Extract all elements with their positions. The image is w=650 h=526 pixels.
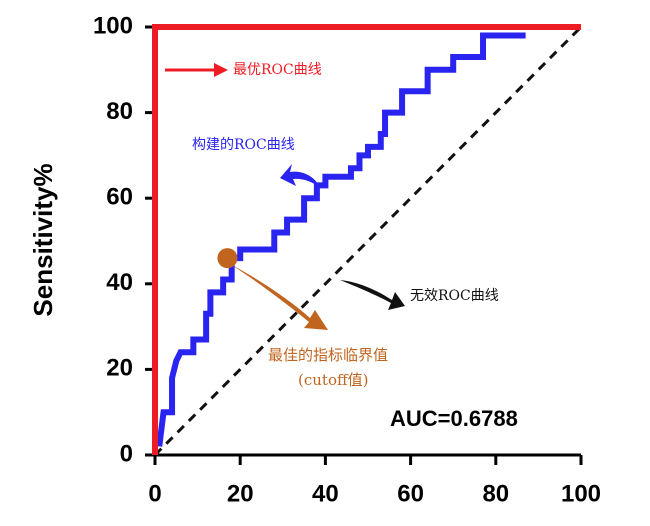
- y-tick-label: 40: [106, 269, 133, 296]
- arrow: [232, 265, 328, 330]
- x-tick-label: 60: [397, 480, 424, 507]
- y-tick-label: 100: [93, 12, 133, 39]
- arrow: [280, 164, 320, 188]
- cutoff-point: [217, 248, 238, 269]
- annotation: (cutoff值): [298, 371, 368, 389]
- annotation: 最佳的指标临界值: [268, 346, 388, 364]
- series-line: [152, 24, 581, 455]
- annotation: AUC=0.6788: [390, 406, 518, 431]
- y-tick-label: 80: [106, 98, 133, 125]
- y-tick-label: 0: [120, 440, 133, 467]
- arrow: [340, 280, 405, 310]
- x-tick-label: 80: [482, 480, 509, 507]
- series-line: [153, 25, 583, 457]
- series-line: [156, 32, 526, 447]
- x-tick-label: 0: [148, 480, 161, 507]
- x-tick-label: 40: [312, 480, 339, 507]
- y-axis-label: Sensitivity%: [28, 163, 58, 316]
- series-label: 无效ROC曲线: [410, 288, 499, 304]
- x-tick-label: 20: [227, 480, 254, 507]
- y-tick-label: 60: [106, 184, 133, 211]
- series-label: 最优ROC曲线: [233, 62, 322, 78]
- y-tick-label: 20: [106, 355, 133, 382]
- arrow-head: [214, 63, 228, 77]
- series-label: 构建的ROC曲线: [192, 137, 295, 153]
- x-tick-label: 100: [561, 480, 601, 507]
